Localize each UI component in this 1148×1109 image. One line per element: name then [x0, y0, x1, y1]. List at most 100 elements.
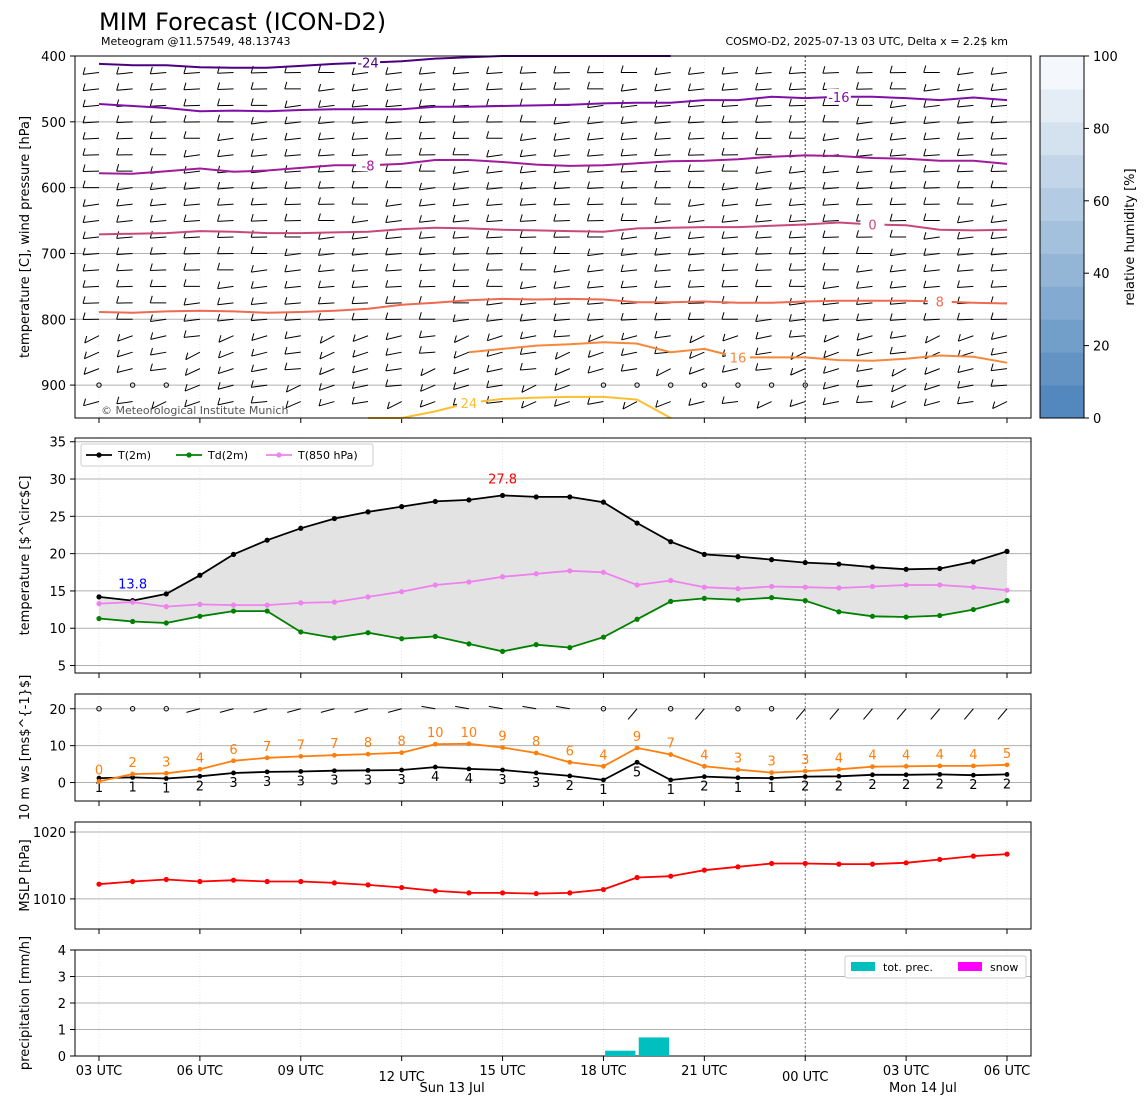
- wind-barb-feather: [958, 216, 960, 223]
- temp-series-point: [466, 497, 471, 502]
- wind-barb-feather: [419, 99, 421, 106]
- wind-barb: [419, 336, 435, 338]
- wind-series-point: [702, 764, 707, 769]
- wind-barb-feather: [823, 99, 825, 106]
- wind-barb-feather: [756, 363, 758, 370]
- wind-barb-feather: [621, 165, 623, 172]
- wind-value-label: 7: [297, 738, 305, 753]
- temp-ytick-label: 5: [58, 660, 66, 675]
- wind-series-point: [399, 750, 404, 755]
- temp-series-point: [500, 649, 505, 654]
- wind-barb: [991, 352, 1007, 355]
- wind-barb-feather: [890, 101, 892, 108]
- wind-barb: [991, 336, 1007, 340]
- wind-barb: [150, 89, 166, 90]
- wind-barb-feather: [453, 132, 455, 139]
- wind-barb: [352, 72, 368, 74]
- wind-barb-feather: [588, 133, 590, 140]
- wind-value-label: 4: [835, 751, 843, 766]
- wind-barb-feather: [251, 214, 253, 221]
- wind-barb-feather: [218, 214, 220, 221]
- wind-barb: [824, 352, 839, 357]
- wind-barb: [924, 188, 940, 189]
- wind-barb-feather: [554, 82, 556, 89]
- wind-barb: [554, 138, 570, 140]
- temp-series-point: [735, 586, 740, 591]
- wind-barb-feather: [184, 99, 186, 106]
- wind-series-point: [937, 772, 942, 777]
- wind-barb-feather: [621, 281, 623, 288]
- wind-barb: [621, 270, 637, 272]
- wind-barb: [588, 286, 604, 288]
- temp-series-point: [399, 504, 404, 509]
- wind-barb: [789, 89, 805, 90]
- wind-barb-feather: [621, 197, 623, 204]
- wind-barb: [621, 155, 637, 156]
- temp-series-point: [634, 617, 639, 622]
- wind-barb-feather: [688, 264, 690, 271]
- temp-series-point: [164, 620, 169, 625]
- wind-barb-feather: [756, 199, 758, 206]
- legend-label: T(2m): [117, 449, 151, 462]
- wind-barb: [823, 303, 839, 305]
- wind-barb: [487, 303, 503, 305]
- wind-barb-feather: [520, 263, 522, 270]
- wind-barb-feather: [218, 382, 220, 389]
- wind-barb: [218, 369, 233, 374]
- temp-series-point: [836, 585, 841, 590]
- wind-barb-feather: [655, 280, 657, 287]
- wind-barb-feather: [83, 215, 85, 222]
- wind-barb: [621, 369, 637, 372]
- legend-swatch: [958, 962, 982, 971]
- wind-barb: [621, 286, 637, 287]
- wind-barb: [386, 270, 402, 271]
- wind-barb-feather: [823, 314, 825, 321]
- wind-barb: [352, 89, 368, 91]
- wind-barb-feather: [856, 214, 858, 221]
- wind-barb: [386, 155, 402, 156]
- wind-barb-feather: [957, 100, 959, 107]
- wind-barb: [453, 270, 469, 271]
- precip-bar: [639, 1037, 669, 1056]
- wind-barb-feather: [756, 348, 758, 355]
- wind-barb-feather: [285, 265, 287, 272]
- wind-barb-feather: [285, 363, 287, 370]
- wind-barb: [957, 270, 973, 271]
- wind-value-label: 2: [801, 780, 809, 795]
- wind-series-point: [164, 776, 169, 781]
- wind-barb: [957, 319, 973, 320]
- wind-barb-feather: [857, 396, 859, 403]
- wind-barb-feather: [453, 99, 455, 106]
- wind-barb: [386, 221, 402, 223]
- colorbar-tick-label: 40: [1093, 267, 1110, 282]
- wind-barb-feather: [890, 331, 892, 338]
- wind-barb-feather: [621, 349, 623, 356]
- wind-barb-feather: [150, 231, 152, 238]
- wind-barb-feather: [991, 215, 993, 222]
- wind-barb-feather: [150, 83, 152, 90]
- wind-barb-feather: [991, 132, 993, 139]
- wind-barb-feather: [823, 166, 825, 173]
- wind-barb-feather: [251, 198, 253, 205]
- wind-barb-feather: [957, 248, 959, 255]
- wind-barb-feather: [554, 281, 556, 288]
- wind-barb-feather: [756, 99, 758, 106]
- wind-barb: [554, 336, 570, 337]
- temp-series-point: [870, 564, 875, 569]
- wind-barb: [318, 303, 334, 304]
- wind-barb: [520, 286, 536, 288]
- wind-barb-feather: [554, 149, 556, 156]
- wind-barb-feather: [823, 231, 825, 238]
- wind-barb-feather: [419, 183, 421, 190]
- wind-barb: [487, 204, 503, 205]
- wind-barb-feather: [218, 133, 220, 140]
- wind-barb-feather: [789, 330, 791, 337]
- wind-barb-feather: [184, 215, 186, 222]
- wind-series-point: [130, 772, 135, 777]
- wind-barb: [588, 303, 604, 304]
- temp-ytick-label: 20: [49, 548, 66, 563]
- temp-series-point: [668, 599, 673, 604]
- wind-barb: [321, 709, 335, 713]
- wind-value-label: 4: [700, 748, 708, 763]
- wind-barb: [964, 709, 973, 720]
